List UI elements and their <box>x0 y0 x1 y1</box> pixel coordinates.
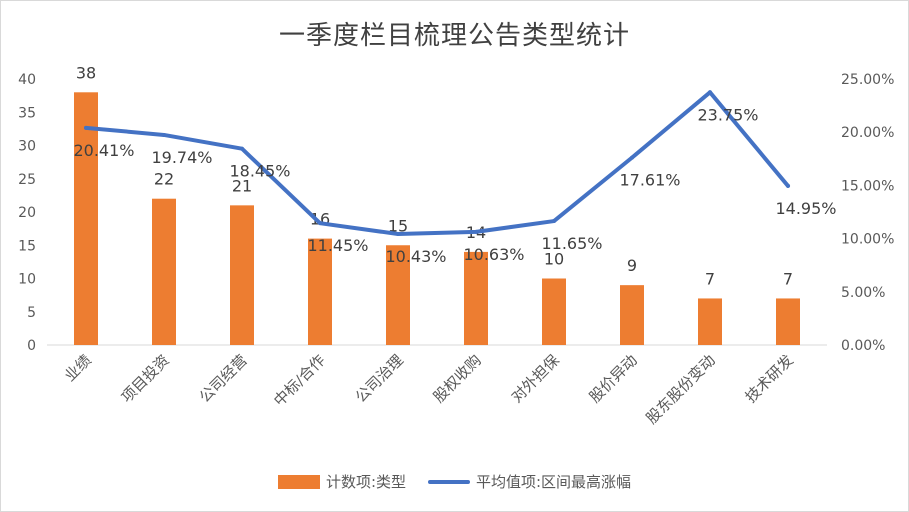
y-left-tick-label: 5 <box>27 305 36 321</box>
line-point-0 <box>84 125 88 130</box>
line-point-3 <box>318 221 322 226</box>
chart-plot: 0 5 10 15 20 25 30 35 40 0.00% 5.00% 10.00% 15.00% 20… <box>18 63 894 427</box>
y-left-tick-label: 0 <box>27 338 36 354</box>
bar-7 <box>620 285 644 345</box>
legend-swatch-bar <box>277 474 320 489</box>
x-tick-label: 公司经营 <box>196 351 251 406</box>
x-tick-label: 股价异动 <box>586 351 641 406</box>
bar-2 <box>230 205 254 345</box>
line-point-2 <box>240 146 244 151</box>
y-left-tick-label: 35 <box>18 105 36 121</box>
chart-title: 一季度栏目梳理公告类型统计 <box>278 21 630 51</box>
bar-4 <box>386 245 410 345</box>
line-data-label: 11.45% <box>307 236 368 255</box>
legend-label-bars: 计数项:类型 <box>325 473 406 491</box>
y-left-tick-label: 15 <box>18 238 36 254</box>
line-data-label: 17.61% <box>619 171 680 190</box>
line-data-label: 18.45% <box>229 162 290 181</box>
line-point-5 <box>474 229 478 234</box>
legend-swatch-line <box>428 479 470 484</box>
x-tick-label: 股东股份变动 <box>642 351 718 427</box>
line-point-7 <box>630 155 634 160</box>
bar-0 <box>74 92 98 345</box>
bar-5 <box>464 251 488 345</box>
bar-data-label: 21 <box>232 176 252 195</box>
bar-data-label: 7 <box>705 269 715 288</box>
bar-8 <box>698 298 722 345</box>
x-tick-label: 业绩 <box>61 351 95 385</box>
y-right-tick-label: 15.00% <box>841 178 894 194</box>
y-right-tick-label: 0.00% <box>841 338 885 354</box>
bar-3 <box>308 238 332 345</box>
line-data-label: 20.41% <box>73 141 134 160</box>
line-data-label: 10.63% <box>463 245 524 264</box>
line-data-label: 19.74% <box>151 148 212 167</box>
y-left-tick-label: 40 <box>18 72 36 88</box>
bar-data-label: 7 <box>783 269 793 288</box>
bar-data-label: 22 <box>154 170 174 189</box>
y-right-tick-label: 5.00% <box>841 285 885 301</box>
bar-1 <box>152 198 176 345</box>
bar-data-label: 9 <box>627 256 637 275</box>
line-point-8 <box>708 90 712 95</box>
legend-item-bars[interactable]: 计数项:类型 <box>277 471 406 492</box>
bar-data-label: 38 <box>76 63 96 82</box>
line-series <box>84 90 790 237</box>
legend-item-line[interactable]: 平均值项:区间最高涨幅 <box>428 471 631 492</box>
x-tick-label: 技术研发 <box>742 351 797 406</box>
y-right-tick-label: 20.00% <box>841 125 894 141</box>
legend-label-line: 平均值项:区间最高涨幅 <box>476 473 632 491</box>
y-left-tick-label: 20 <box>18 205 36 221</box>
x-tick-label: 中标/合作 <box>270 351 329 410</box>
x-tick-label: 项目投资 <box>118 351 173 406</box>
line-data-label: 11.65% <box>541 234 602 253</box>
line-data-label: 23.75% <box>697 105 758 124</box>
bar-6 <box>542 278 566 345</box>
line-point-6 <box>552 219 556 224</box>
line-point-1 <box>162 132 166 137</box>
bar-data-label: 15 <box>388 216 408 235</box>
bar-9 <box>776 298 800 345</box>
line-data-label: 10.43% <box>385 247 446 266</box>
y-left-tick-label: 25 <box>18 172 36 188</box>
x-tick-label: 公司治理 <box>352 351 407 406</box>
y-left-tick-label: 30 <box>18 139 36 155</box>
bar-data-label: 10 <box>544 250 564 269</box>
chart-legend: 计数项:类型 平均值项:区间最高涨幅 <box>1 471 908 492</box>
line-data-label: 14.95% <box>775 199 836 218</box>
line-point-9 <box>786 183 790 188</box>
y-right-tick-label: 10.00% <box>841 232 894 248</box>
y-right-tick-label: 25.00% <box>841 72 894 88</box>
x-tick-label: 对外担保 <box>508 351 563 406</box>
x-tick-label: 股权收购 <box>430 351 485 406</box>
y-left-tick-label: 10 <box>18 272 36 288</box>
line-point-4 <box>396 232 400 237</box>
